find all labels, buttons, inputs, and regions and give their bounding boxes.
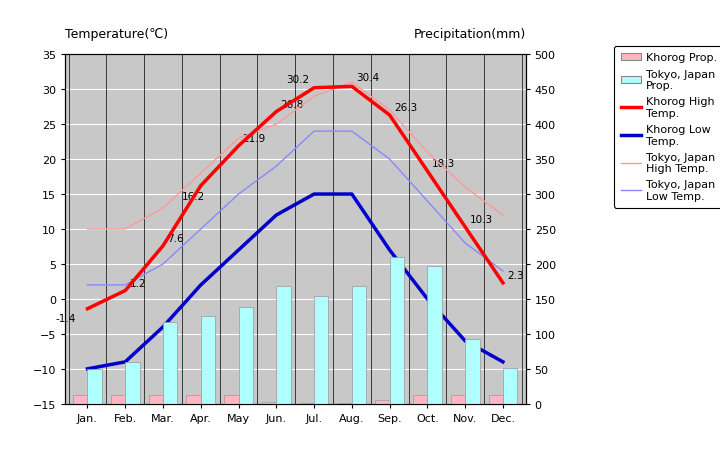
Bar [262, 402, 276, 404]
Bar [300, 403, 314, 404]
Bar [428, 267, 442, 404]
Bar [338, 403, 352, 404]
Bar [163, 322, 177, 404]
Bar [390, 257, 404, 404]
Bar [314, 297, 328, 404]
Text: -1.4: -1.4 [56, 313, 76, 323]
Text: 26.8: 26.8 [281, 100, 304, 110]
Bar [276, 287, 291, 404]
Bar [148, 396, 163, 404]
Legend: Khorog Prop., Tokyo, Japan
Prop., Khorog High
Temp., Khorog Low
Temp., Tokyo, Ja: Khorog Prop., Tokyo, Japan Prop., Khorog… [614, 47, 720, 208]
Text: 18.3: 18.3 [431, 159, 455, 169]
Text: 26.3: 26.3 [394, 103, 417, 113]
Text: Precipitation(mm): Precipitation(mm) [413, 28, 526, 41]
Text: 10.3: 10.3 [469, 215, 492, 224]
Bar [375, 400, 390, 404]
Text: 16.2: 16.2 [181, 191, 204, 202]
Bar [186, 396, 201, 404]
Text: 30.2: 30.2 [286, 74, 309, 84]
Bar [224, 396, 238, 404]
Bar [73, 396, 87, 404]
Text: 2.3: 2.3 [507, 270, 523, 280]
Bar [87, 369, 102, 404]
Bar [503, 368, 517, 404]
Bar [201, 317, 215, 404]
Text: 30.4: 30.4 [356, 73, 379, 83]
Text: 21.9: 21.9 [243, 134, 266, 144]
Bar [413, 395, 428, 404]
Bar [451, 396, 465, 404]
Text: 7.6: 7.6 [167, 234, 184, 243]
Bar [238, 308, 253, 404]
Bar [489, 395, 503, 404]
Bar [111, 396, 125, 404]
Bar [465, 339, 480, 404]
Text: 1.2: 1.2 [130, 278, 146, 288]
Text: Temperature(℃): Temperature(℃) [65, 28, 168, 41]
Bar [352, 287, 366, 404]
Bar [125, 362, 140, 404]
